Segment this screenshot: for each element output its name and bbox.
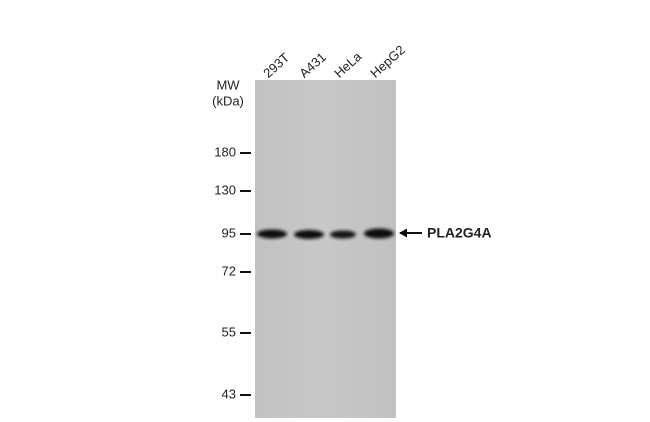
- lane-label: A431: [296, 49, 329, 80]
- band: [257, 229, 287, 239]
- lane-label: HepG2: [367, 42, 408, 81]
- lane-label: HeLa: [331, 48, 365, 80]
- marker-label: 130: [214, 182, 236, 197]
- target-label: PLA2G4A: [427, 225, 492, 241]
- band: [330, 230, 356, 239]
- marker-label: 95: [222, 225, 236, 240]
- marker-label: 55: [222, 324, 236, 339]
- marker-label: 72: [222, 263, 236, 278]
- bands: [257, 228, 394, 239]
- band: [364, 228, 394, 239]
- marker-label: 43: [222, 386, 236, 401]
- membrane: [255, 80, 396, 418]
- marker-label: 180: [214, 144, 236, 159]
- band: [294, 230, 324, 239]
- mw-unit: (kDa): [212, 93, 244, 108]
- lane-label: 293T: [260, 50, 292, 81]
- mw-label: MW: [216, 77, 240, 92]
- arrow-head: [399, 228, 407, 238]
